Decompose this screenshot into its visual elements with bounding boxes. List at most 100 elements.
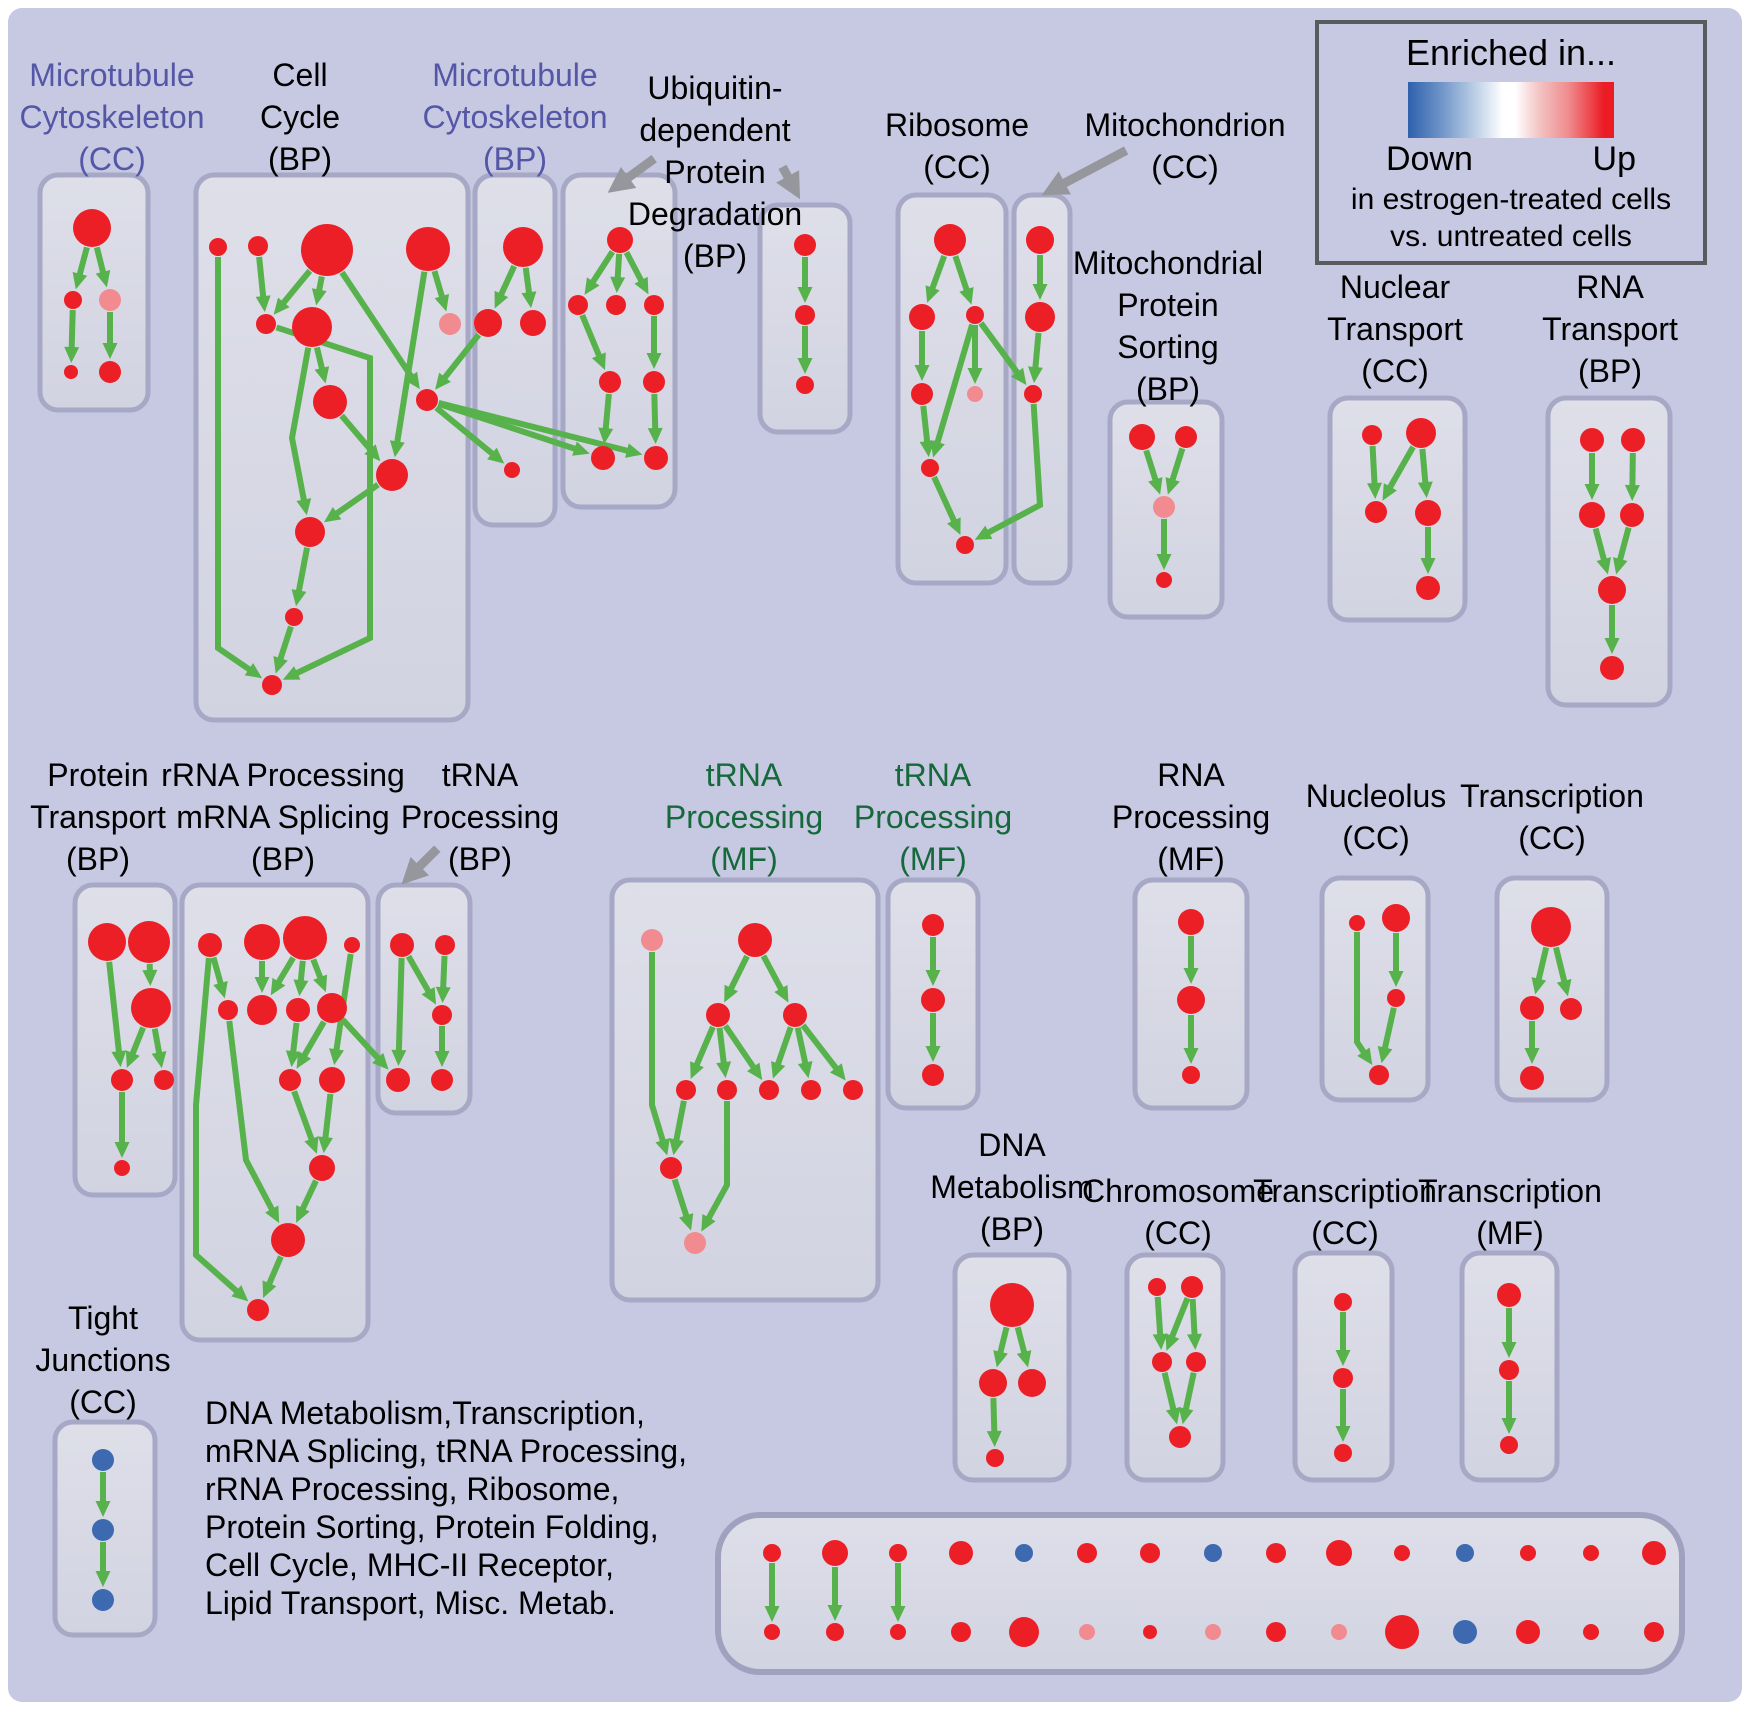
go-term-node	[435, 935, 455, 955]
edge-head	[262, 1280, 277, 1299]
edge	[440, 955, 448, 990]
edge-head	[64, 346, 80, 364]
edge	[333, 482, 380, 517]
pointer-arrow-head	[776, 170, 801, 200]
edge-head	[774, 985, 789, 1003]
go-term-node	[218, 1000, 238, 1020]
go-term-node	[956, 536, 974, 554]
edge	[395, 957, 405, 1053]
go-term-node	[92, 1589, 114, 1611]
edge-head	[925, 285, 940, 303]
edge	[929, 254, 948, 291]
go-term-node	[1177, 986, 1205, 1014]
edge-head	[114, 1142, 130, 1158]
edge	[1014, 1326, 1028, 1355]
go-term-node	[644, 295, 664, 315]
go-term-node	[439, 313, 461, 335]
go-term-node	[1520, 996, 1544, 1020]
edge-head	[293, 979, 309, 997]
cross-edge	[978, 321, 1021, 376]
go-term-node	[1387, 989, 1405, 1007]
edge	[277, 625, 294, 662]
edge	[106, 961, 123, 1054]
edge-head	[967, 368, 983, 384]
cross-edge-head	[625, 443, 643, 458]
go-term-node	[283, 916, 327, 960]
edge	[579, 314, 603, 359]
go-term-node	[1365, 501, 1387, 523]
edge	[93, 246, 107, 275]
edge-head	[646, 353, 662, 369]
go-term-node	[271, 1223, 305, 1257]
go-term-node	[1333, 1368, 1353, 1388]
cross-edge	[434, 405, 496, 458]
edge-head	[1596, 557, 1612, 575]
edge	[1616, 526, 1632, 562]
edge-head	[1624, 484, 1640, 502]
go-term-node	[706, 1003, 730, 1027]
go-term-node	[921, 988, 945, 1012]
go-term-node	[319, 1067, 345, 1093]
go-term-node	[986, 1449, 1004, 1467]
go-term-node	[1499, 1360, 1519, 1380]
color-legend: Enriched in... Down Up in estrogen-treat…	[1315, 20, 1707, 265]
go-term-node	[967, 386, 983, 402]
go-term-node	[1415, 500, 1441, 526]
go-term-node	[1148, 1278, 1166, 1296]
edge-head	[584, 277, 600, 295]
go-term-node	[1129, 424, 1155, 450]
go-term-node	[1178, 909, 1204, 935]
edge	[649, 952, 667, 1144]
go-term-node	[131, 988, 171, 1028]
strip-edge-head	[764, 1606, 780, 1622]
cross-edge-head	[435, 372, 451, 390]
pointer-arrow-head	[607, 166, 637, 193]
go-term-node	[154, 1070, 174, 1090]
pointer-arrow	[1060, 146, 1129, 188]
strip-node-top	[1520, 1545, 1536, 1561]
go-term-node	[256, 314, 276, 334]
edge-head	[1612, 557, 1628, 575]
edge	[727, 954, 750, 992]
cross-edge-head	[572, 441, 590, 456]
go-term-node	[431, 1069, 453, 1091]
strip-node-bottom	[764, 1624, 780, 1640]
go-term-node	[606, 295, 626, 315]
edge	[997, 1326, 1010, 1355]
go-term-node	[88, 923, 126, 961]
edge-head	[296, 498, 312, 516]
go-term-node	[1416, 576, 1440, 600]
cluster-box-cell-cycle	[193, 172, 471, 723]
edge-head	[1165, 1407, 1181, 1425]
edge	[1169, 447, 1186, 483]
edge-head	[304, 1136, 319, 1154]
go-term-node	[990, 1283, 1034, 1327]
go-term-node	[1600, 656, 1624, 680]
edge-head	[273, 656, 288, 674]
go-term-node	[1026, 226, 1054, 254]
strip-node-bottom	[1516, 1620, 1540, 1644]
edge-head	[598, 427, 614, 445]
strip-node-top	[1456, 1544, 1474, 1562]
go-term-node	[1621, 428, 1645, 452]
go-term-node	[520, 310, 546, 336]
edge	[673, 1100, 687, 1143]
legend-gradient-bar	[1408, 82, 1614, 138]
go-term-node	[921, 459, 939, 477]
go-term-node	[92, 1449, 114, 1471]
edge	[265, 1255, 284, 1287]
edge	[1189, 1298, 1198, 1337]
go-term-node	[1497, 1283, 1521, 1307]
edge	[671, 1178, 690, 1219]
go-term-node	[1018, 1369, 1046, 1397]
go-term-node	[1560, 998, 1582, 1020]
go-term-node	[599, 371, 621, 393]
strip-node-bottom	[1205, 1624, 1221, 1640]
edge-head	[1187, 1333, 1202, 1351]
edge-head	[314, 366, 330, 384]
strip-node-top	[949, 1541, 973, 1565]
cross-edge	[437, 400, 630, 455]
edge-head	[1417, 481, 1433, 499]
go-term-node	[286, 998, 310, 1022]
